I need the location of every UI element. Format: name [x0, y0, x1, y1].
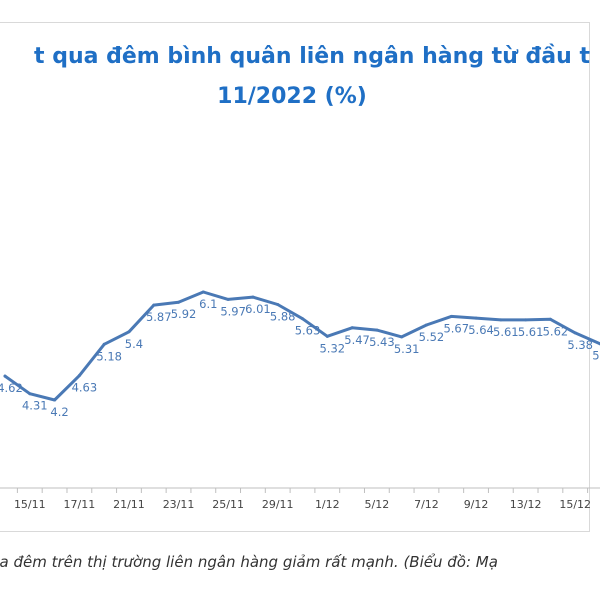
data-label: 5.32 — [319, 341, 345, 355]
data-point — [3, 374, 7, 378]
data-label: 6.01 — [245, 302, 271, 316]
data-point — [325, 334, 329, 338]
chart-title-line-2: 11/2022 (%) — [217, 84, 367, 109]
data-label: 5.62 — [543, 324, 569, 338]
data-label: 5.87 — [146, 310, 172, 324]
x-tick-label: 25/11 — [212, 498, 244, 511]
data-label: 5.19 — [592, 349, 600, 363]
x-tick-label: 7/12 — [414, 498, 439, 511]
data-label: 5.88 — [270, 310, 296, 324]
data-label: 5.92 — [171, 307, 197, 321]
data-point — [127, 330, 131, 334]
data-label: 5.38 — [567, 338, 593, 352]
chart-frame — [0, 22, 590, 532]
data-label: 6.1 — [199, 297, 217, 311]
data-label: 4.31 — [22, 399, 48, 413]
data-point — [53, 398, 57, 402]
x-tick-label: 23/11 — [163, 498, 195, 511]
data-point — [102, 342, 106, 346]
data-label: 5.18 — [96, 349, 122, 363]
data-point — [350, 326, 354, 330]
x-tick-label: 15/11 — [14, 498, 46, 511]
data-point — [177, 300, 181, 304]
x-tick-label: 29/11 — [262, 498, 294, 511]
x-tick-label: 9/12 — [464, 498, 489, 511]
data-point — [152, 303, 156, 307]
data-point — [301, 317, 304, 321]
data-label: 5.97 — [220, 304, 246, 318]
data-point — [226, 297, 230, 301]
data-label: 5.43 — [369, 335, 395, 349]
data-point — [449, 314, 453, 318]
data-point — [524, 318, 528, 322]
data-label: 5.4 — [125, 337, 143, 351]
data-label: 5.63 — [295, 324, 321, 338]
data-label: 4.63 — [72, 381, 98, 395]
data-point — [499, 318, 503, 322]
data-point — [28, 392, 32, 396]
data-label: 4.62 — [0, 381, 23, 395]
data-point — [201, 290, 205, 294]
data-point — [276, 303, 280, 307]
x-tick-label: 1/12 — [315, 498, 340, 511]
data-label: 5.61 — [518, 325, 544, 339]
data-point — [573, 331, 577, 335]
x-tick-label: 17/11 — [64, 498, 96, 511]
data-label: 4.2 — [50, 405, 68, 419]
x-tick-label: 15/12 — [559, 498, 591, 511]
data-label: 5.31 — [394, 342, 420, 356]
chart-title-line-1: t qua đêm bình quân liên ngân hàng từ đầ… — [34, 44, 590, 69]
x-tick-label: 5/12 — [365, 498, 390, 511]
chart-caption: ua đêm trên thị trường liên ngân hàng gi… — [0, 553, 498, 571]
data-point — [474, 316, 478, 320]
data-point — [77, 374, 81, 378]
data-label: 5.61 — [493, 325, 519, 339]
data-point — [251, 295, 255, 299]
data-point — [424, 323, 428, 327]
x-tick-label: 21/11 — [113, 498, 145, 511]
x-tick-label: 13/12 — [510, 498, 542, 511]
data-label: 5.64 — [468, 323, 494, 337]
data-label: 5.52 — [419, 330, 445, 344]
data-label: 5.47 — [344, 333, 370, 347]
data-label: 5.67 — [443, 321, 469, 335]
data-point — [400, 335, 404, 339]
data-point — [375, 328, 379, 332]
data-point — [548, 317, 552, 321]
